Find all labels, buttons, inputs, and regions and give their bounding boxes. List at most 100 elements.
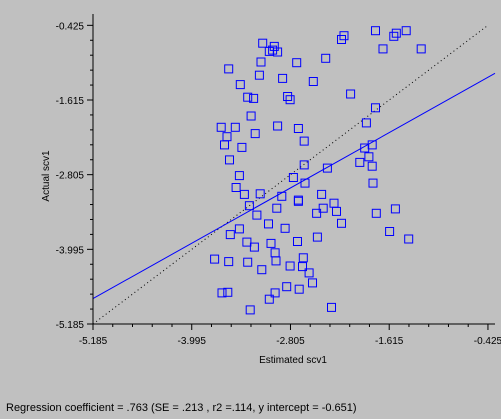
data-point [321, 53, 331, 63]
data-point [243, 92, 253, 102]
data-point [271, 256, 281, 266]
data-point [298, 262, 307, 272]
data-point [254, 70, 264, 80]
data-point [256, 57, 266, 67]
data-point [243, 257, 253, 267]
data-point [367, 140, 377, 150]
data-point [250, 129, 260, 139]
data-point [329, 198, 339, 208]
data-point [220, 140, 229, 150]
data-point [234, 171, 244, 181]
regression-line [92, 72, 496, 300]
data-point [288, 173, 298, 182]
data-point [242, 237, 252, 247]
data-point [322, 163, 332, 173]
data-point [222, 132, 232, 142]
y-tick-label: -3.995 [56, 245, 85, 256]
data-point [318, 203, 328, 213]
data-point [371, 26, 380, 36]
data-point [332, 206, 341, 216]
data-point [225, 230, 235, 240]
data-point [224, 257, 234, 267]
data-point [293, 196, 303, 206]
data-point [385, 227, 395, 236]
data-point [268, 45, 278, 55]
data-point [337, 218, 346, 228]
data-point [230, 122, 240, 132]
data-point [234, 224, 244, 234]
data-point [270, 288, 280, 298]
data-point [257, 265, 267, 275]
data-point [378, 44, 388, 54]
y-axis-title: Actual scv1 [41, 150, 52, 202]
data-point [266, 238, 276, 248]
data-point [371, 103, 380, 113]
data-point [285, 95, 295, 105]
data-point [278, 73, 288, 83]
data-point [244, 201, 254, 211]
data-point [361, 118, 371, 128]
data-point [293, 237, 302, 246]
data-point [231, 183, 241, 192]
data-point [264, 219, 273, 229]
x-tick-label: -5.185 [79, 336, 108, 347]
regression-summary: Regression coefficient = .763 (SE = .213… [6, 402, 357, 414]
data-point [308, 77, 318, 86]
data-point [280, 223, 290, 233]
x-tick-label: -2.805 [276, 336, 305, 347]
data-point [283, 92, 293, 101]
data-point [312, 232, 322, 242]
data-point [210, 254, 220, 264]
scatter-plot-svg: -5.185 -3.995 -2.805 -1.615 -0.425 -0.425 -1.6… [41, 14, 501, 366]
data-point [293, 124, 303, 133]
x-tick-label: -3.995 [178, 336, 207, 347]
data-point [292, 58, 302, 68]
data-point [246, 111, 256, 121]
data-point [317, 189, 327, 199]
data-point [249, 93, 259, 103]
data-point [299, 160, 309, 170]
data-point [371, 208, 381, 218]
y-tick-label: -2.805 [56, 171, 85, 182]
data-point [368, 178, 378, 188]
data-point [298, 253, 308, 263]
data-point [282, 282, 292, 292]
y-tick-label: -1.615 [56, 96, 85, 107]
data-point [294, 284, 304, 294]
data-point [404, 234, 414, 244]
data-point [252, 210, 262, 220]
data-point [355, 157, 365, 167]
data-point [225, 155, 234, 165]
data-point [273, 47, 283, 57]
data-point [308, 278, 317, 288]
data-point [216, 122, 226, 132]
data-point [272, 203, 282, 213]
data-point [389, 31, 399, 41]
data-point [224, 64, 234, 74]
data-point [304, 268, 314, 278]
data-point [339, 31, 349, 41]
data-point [264, 294, 274, 304]
data-point [390, 204, 400, 214]
data-point [364, 152, 374, 162]
data-point [300, 178, 310, 188]
data-point [367, 161, 377, 171]
data-point [299, 136, 309, 146]
data-point [273, 121, 283, 131]
x-tick-label: -0.425 [474, 336, 501, 347]
y-tick-label: -0.425 [56, 21, 85, 32]
x-axis-title: Estimated scv1 [259, 355, 327, 366]
identity-line [92, 24, 489, 325]
data-point [416, 44, 426, 54]
data-point [255, 189, 265, 199]
x-tick-label: -1.615 [375, 336, 404, 347]
data-point [346, 89, 356, 99]
data-point [327, 302, 336, 312]
data-point [223, 287, 233, 297]
data-point [235, 80, 245, 90]
data-point [237, 142, 247, 152]
data-point [285, 261, 295, 271]
data-point [249, 242, 259, 252]
data-point [277, 191, 287, 201]
